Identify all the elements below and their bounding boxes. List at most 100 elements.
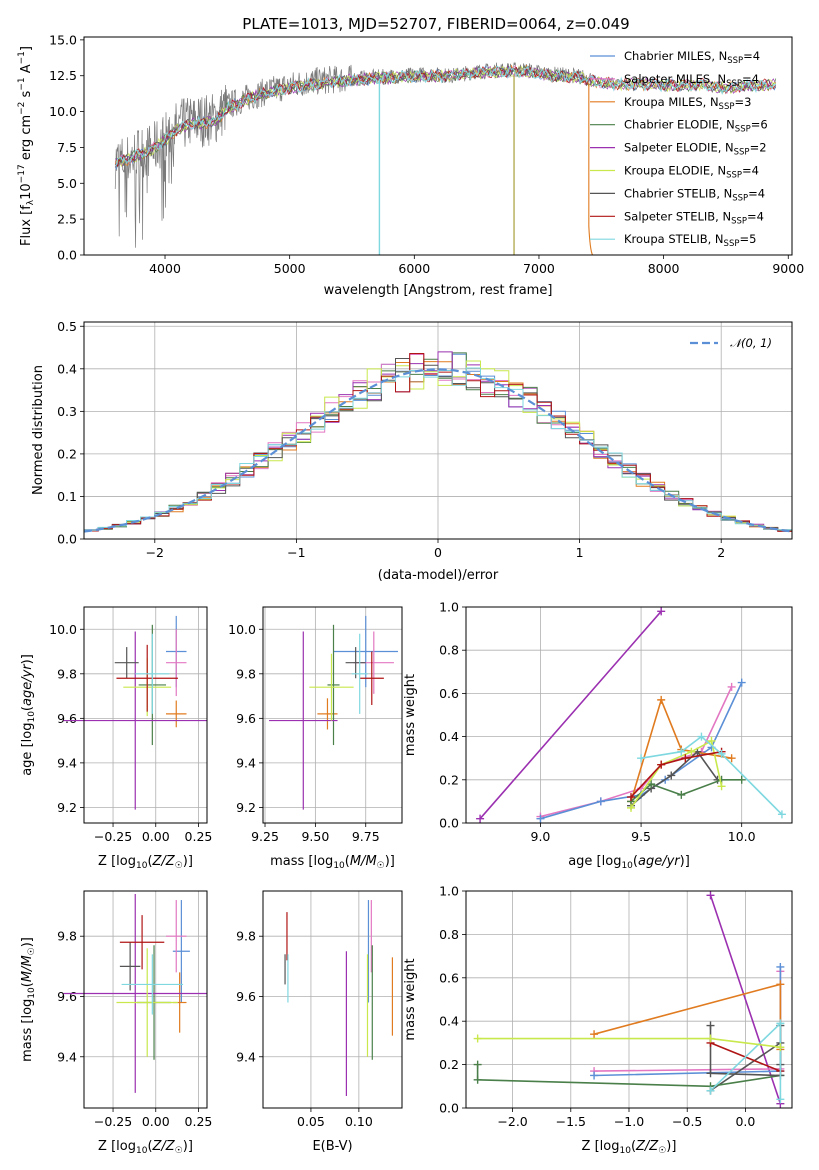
z-massweight-panel: −2.0 −1.5 −1.0 −0.5 0.0 0.0 0.2 0.4 0.6 0.8 1.0 Z [… <box>403 884 793 1156</box>
mass-weight-line <box>476 1064 781 1088</box>
x-tick-label: −1 <box>287 545 305 560</box>
x-axis-label: age [log10(age/yr)] <box>568 854 690 871</box>
y-tick-label: 9.8 <box>57 929 77 944</box>
y-tick-label: 9.6 <box>57 989 77 1004</box>
legend-label: Chabrier MILES, NSSP=4 <box>624 49 760 66</box>
mass-weight-marker <box>776 1095 785 1104</box>
y-tick-label: 1.0 <box>439 884 459 899</box>
y-tick-label: 10.0 <box>49 622 77 637</box>
mass-weight-marker <box>737 775 746 784</box>
legend-label: Chabrier ELODIE, NSSP=6 <box>624 118 768 135</box>
model-spectrum-line <box>114 65 777 167</box>
y-tick-label: 0.5 <box>57 319 77 334</box>
mass-weight-line <box>630 739 723 809</box>
mass-weight-marker <box>627 793 636 802</box>
y-tick-label: 10.0 <box>228 622 256 637</box>
age-massweight-panel: 9.0 9.5 10.0 0.0 0.2 0.4 0.6 0.8 1.0 age [log10(a… <box>403 600 793 871</box>
mass-weight-marker <box>657 760 666 769</box>
y-tick-label: 9.4 <box>57 1049 77 1064</box>
x-tick-label: 0.00 <box>142 1114 170 1129</box>
mass-weight-marker <box>717 749 726 758</box>
y-tick-label: 0.8 <box>439 927 459 942</box>
y-tick-label: 15.0 <box>49 32 77 47</box>
mass-weight-marker <box>536 814 545 823</box>
mass-weight-marker <box>717 782 726 791</box>
mass-weight-marker <box>737 678 746 687</box>
normal-curve <box>83 368 793 533</box>
y-tick-label: 0.2 <box>439 772 459 787</box>
legend-label: Salpeter STELIB, NSSP=4 <box>624 209 764 226</box>
x-tick-label: 7000 <box>523 261 555 276</box>
x-axis-label: Z [log10(Z/Z☉)] <box>582 1139 677 1156</box>
y-tick-label: 12.5 <box>49 68 77 83</box>
y-axis-label: Normed distribution <box>31 365 46 495</box>
x-tick-label: 0.25 <box>185 1114 213 1129</box>
y-tick-label: 0.3 <box>57 404 77 419</box>
axes-frame <box>83 890 208 1109</box>
x-tick-label: 10.0 <box>728 829 756 844</box>
x-axis-label: mass [log10(M/M☉)] <box>270 854 395 871</box>
mass-weight-marker <box>776 962 785 971</box>
y-tick-label: 9.8 <box>57 666 77 681</box>
spectrum-panel: PLATE=1013, MJD=52707, FIBERID=0064, z=0… <box>17 15 804 298</box>
x-tick-label: 0.00 <box>142 829 170 844</box>
x-tick-label: 6000 <box>398 261 430 276</box>
spectrum-title: PLATE=1013, MJD=52707, FIBERID=0064, z=0… <box>242 15 629 33</box>
x-tick-label: −0.5 <box>672 1114 702 1129</box>
x-axis-label: E(B-V) <box>312 1139 352 1154</box>
mass-weight-marker <box>706 1021 715 1030</box>
x-tick-label: 0.05 <box>297 1114 325 1129</box>
y-tick-label: 0.0 <box>439 1101 459 1116</box>
x-tick-label: −1.5 <box>556 1114 586 1129</box>
observed-spectrum-line <box>114 61 592 248</box>
x-tick-label: 0 <box>434 545 442 560</box>
y-tick-label: 9.8 <box>236 929 256 944</box>
x-tick-label: 0.0 <box>735 1114 755 1129</box>
legend-label: Salpeter MILES, NSSP=4 <box>624 72 759 89</box>
y-tick-label: 10.0 <box>49 104 77 119</box>
mass-weight-marker <box>476 814 485 823</box>
y-tick-label: 9.2 <box>236 800 256 815</box>
x-axis-label: (data-model)/error <box>378 568 499 583</box>
y-tick-label: 0.1 <box>57 489 77 504</box>
axes-frame <box>83 321 793 540</box>
cutoff-line <box>588 82 594 256</box>
x-tick-label: 9.75 <box>352 829 380 844</box>
z-age-panel: −0.25 0.00 0.25 9.2 9.4 9.6 9.8 10.0 Z [log10(Z/… <box>20 606 212 871</box>
residual-histogram-panel: −2 −1 0 1 2 0.0 0.1 0.2 0.3 0.4 0.5 (data-model)/er… <box>31 319 793 583</box>
mass-weight-marker <box>776 1043 785 1052</box>
mass-weight-marker <box>776 1019 785 1028</box>
y-axis-label: mass [log10(M/M☉)] <box>20 937 37 1062</box>
mass-weight-marker <box>707 736 716 745</box>
mass-weight-marker <box>697 732 706 741</box>
x-tick-label: −2 <box>146 545 164 560</box>
x-tick-label: 8000 <box>648 261 680 276</box>
mass-age-panel: 9.25 9.50 9.75 9.2 9.4 9.6 9.8 10.0 mass [log10(… <box>228 606 403 871</box>
y-tick-label: 0.6 <box>439 686 459 701</box>
y-tick-label: 0.2 <box>57 446 77 461</box>
axes-frame <box>465 606 793 824</box>
ebv-mass-panel: 0.05 0.10 9.4 9.6 9.8 E(B-V) <box>236 890 403 1154</box>
y-axis-label: Flux [fλ10−17 erg cm−2 s−1 A−1] <box>17 46 36 246</box>
mass-weight-marker <box>727 682 736 691</box>
y-tick-label: 0.2 <box>439 1057 459 1072</box>
mass-weight-marker <box>706 1086 715 1095</box>
legend-label: 𝒩(0, 1) <box>730 336 772 350</box>
x-tick-label: −0.25 <box>94 829 132 844</box>
y-tick-label: 0.4 <box>439 729 459 744</box>
mass-weight-marker <box>687 747 696 756</box>
y-tick-label: 0.0 <box>57 248 77 263</box>
y-tick-label: 9.6 <box>57 711 77 726</box>
x-tick-label: 5000 <box>274 261 306 276</box>
mass-weight-marker <box>657 695 666 704</box>
y-tick-label: 9.6 <box>236 711 256 726</box>
mass-weight-marker <box>706 1069 715 1078</box>
x-tick-label: 9.25 <box>251 829 279 844</box>
axes-frame <box>83 606 208 824</box>
y-tick-label: 1.0 <box>439 600 459 615</box>
x-tick-label: 9000 <box>772 261 804 276</box>
mass-weight-marker <box>590 1071 599 1080</box>
y-tick-label: 2.5 <box>57 212 77 227</box>
mass-weight-marker <box>727 754 736 763</box>
y-axis-label: mass weight <box>403 674 418 756</box>
